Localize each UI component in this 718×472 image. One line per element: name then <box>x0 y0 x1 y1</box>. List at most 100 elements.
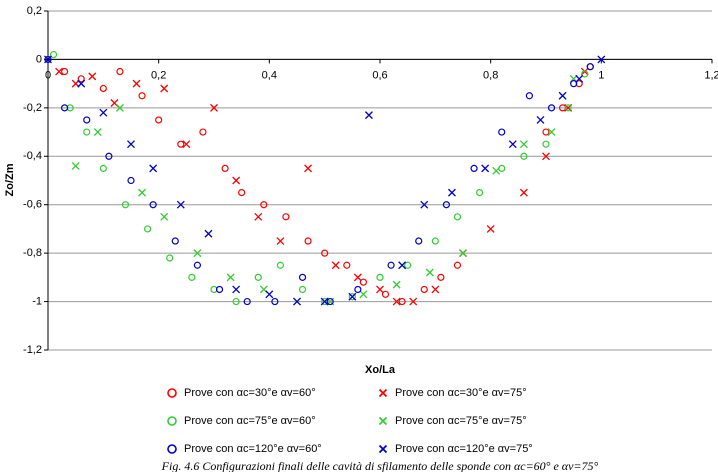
point <box>409 297 418 306</box>
point <box>71 162 80 170</box>
point <box>519 140 528 149</box>
point <box>182 140 191 149</box>
point <box>520 152 528 160</box>
point <box>232 176 241 185</box>
point <box>442 201 450 209</box>
point <box>282 213 290 221</box>
point <box>404 261 412 269</box>
point <box>304 237 312 245</box>
point <box>581 70 589 78</box>
point <box>453 213 462 221</box>
x-tick-label: 1 <box>598 69 604 81</box>
point <box>55 67 64 76</box>
point <box>525 92 534 100</box>
point <box>586 63 594 71</box>
point <box>226 273 235 282</box>
legend-marker <box>167 416 177 426</box>
point <box>425 268 434 277</box>
point <box>138 92 146 100</box>
point <box>88 72 97 81</box>
point <box>519 188 528 197</box>
point <box>498 128 506 136</box>
x-tick-label: 1,2 <box>704 69 718 81</box>
point <box>293 297 301 306</box>
x-tick-label: 0 <box>45 69 51 81</box>
point <box>176 200 185 209</box>
point <box>564 104 572 112</box>
point <box>177 140 185 148</box>
point <box>188 273 196 281</box>
point <box>199 128 207 136</box>
point <box>138 188 147 197</box>
point <box>132 79 141 88</box>
x-tick-label: 0,4 <box>262 69 277 81</box>
point <box>570 80 578 88</box>
point <box>431 285 440 294</box>
point <box>359 290 368 299</box>
point <box>193 249 202 258</box>
legend-marker <box>167 388 177 398</box>
point <box>276 261 284 269</box>
point <box>144 225 152 233</box>
point <box>320 297 329 306</box>
point <box>271 297 279 306</box>
point <box>77 79 86 88</box>
y-tick-label: -0,4 <box>23 150 42 162</box>
point <box>459 249 467 258</box>
point <box>215 285 224 294</box>
point <box>77 75 85 83</box>
point <box>498 164 506 172</box>
x-tick-label: 0,2 <box>151 69 166 81</box>
point <box>121 201 130 209</box>
point <box>298 273 307 281</box>
y-tick-label: 0 <box>36 53 42 65</box>
y-tick-label: -1 <box>32 295 42 307</box>
legend-marker <box>167 444 177 454</box>
point <box>536 116 545 124</box>
legend-label: Prove con αc=30°e αv=60° <box>184 387 316 399</box>
point <box>298 285 307 294</box>
point <box>447 188 456 197</box>
point <box>44 55 52 64</box>
point <box>481 164 490 173</box>
y-tick-label: -0,2 <box>23 102 42 114</box>
point <box>492 166 501 175</box>
legend-marker <box>378 416 388 426</box>
x-tick-label: 0,6 <box>372 69 387 81</box>
point <box>160 84 169 93</box>
point <box>597 55 606 64</box>
point <box>364 111 373 120</box>
point <box>326 297 334 306</box>
legend-label: Prove con αc=30°e αv=75° <box>395 387 527 399</box>
point <box>542 128 550 136</box>
point <box>127 140 135 149</box>
y-tick-label: 0,2 <box>27 5 42 17</box>
point <box>276 237 285 245</box>
legend-label: Prove con αc=75°e αv=75° <box>395 415 527 427</box>
y-tick-label: -0,6 <box>23 199 42 211</box>
point <box>558 91 567 100</box>
point <box>392 280 401 289</box>
point <box>575 74 584 83</box>
point <box>83 116 91 124</box>
point <box>149 164 158 173</box>
point <box>376 285 384 294</box>
point <box>359 278 367 286</box>
point <box>420 285 428 294</box>
point <box>93 128 102 137</box>
y-axis-title: Zo/Zm <box>4 163 16 196</box>
point <box>99 108 108 117</box>
point <box>542 152 550 161</box>
x-tick-label: 0,8 <box>483 69 498 81</box>
point <box>127 176 135 185</box>
y-tick-label: -0,8 <box>23 247 42 259</box>
point <box>254 273 262 281</box>
point <box>437 273 445 281</box>
point <box>547 128 556 137</box>
point <box>381 290 390 298</box>
legend-label: Prove con αc=120°e αv=75° <box>395 443 533 455</box>
point <box>116 67 124 76</box>
point <box>343 261 351 269</box>
y-tick-label: -1,2 <box>23 344 42 356</box>
